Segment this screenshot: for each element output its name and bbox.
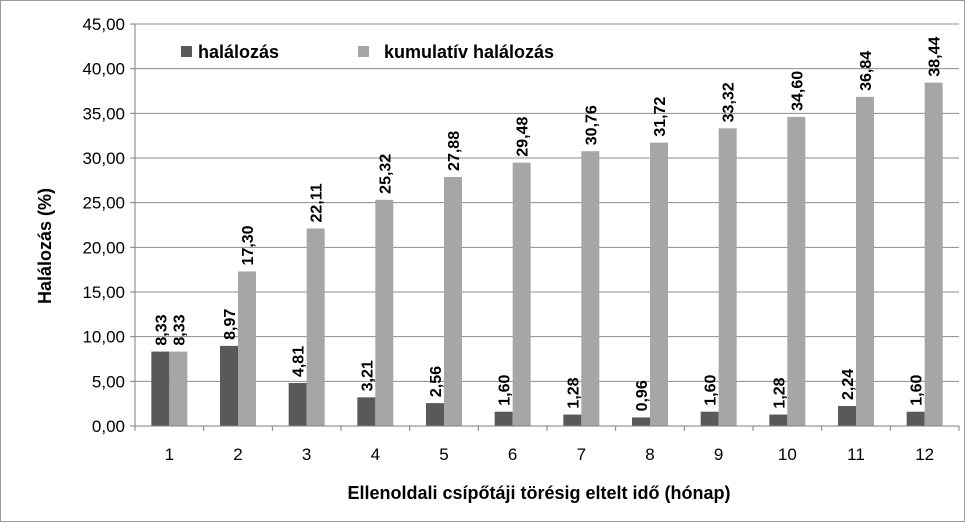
bar-halalozas bbox=[494, 411, 513, 426]
data-label-halalozas: 8,97 bbox=[222, 309, 239, 340]
y-tick-label: 30,00 bbox=[82, 149, 125, 168]
x-tick-label: 9 bbox=[714, 445, 723, 464]
x-tick-label: 10 bbox=[778, 445, 797, 464]
x-tick-label: 7 bbox=[577, 445, 586, 464]
data-label-halalozas: 2,56 bbox=[428, 366, 445, 397]
y-tick-labels: 0,00 5,00 10,00 15,00 20,00 25,00 30,00 35,00 40… bbox=[82, 15, 125, 436]
data-label-halalozas: 8,33 bbox=[153, 314, 170, 345]
x-tick-label: 11 bbox=[847, 445, 865, 464]
data-label-kumulativ: 33,32 bbox=[721, 82, 738, 122]
gridlines bbox=[135, 23, 959, 382]
bar-kumulativ bbox=[718, 128, 737, 426]
data-label-kumulativ: 17,30 bbox=[240, 225, 257, 265]
data-label-halalozas: 1,60 bbox=[703, 374, 720, 405]
legend-swatch-halalozas bbox=[181, 46, 192, 57]
x-tick-labels: 1 2 3 4 5 6 7 8 9 10 11 12 bbox=[165, 445, 935, 464]
x-tick-label: 4 bbox=[371, 445, 380, 464]
bar-kumulativ bbox=[856, 96, 874, 426]
x-tick-label: 5 bbox=[439, 445, 448, 464]
legend-label-kumulativ: kumulatív halálozás bbox=[384, 42, 554, 62]
x-axis-title: Ellenoldali csípőtáji törésig eltelt idő… bbox=[347, 483, 730, 503]
data-label-kumulativ: 25,32 bbox=[377, 154, 394, 194]
x-tick-label: 6 bbox=[508, 445, 517, 464]
bar-kumulativ bbox=[375, 199, 394, 426]
x-tick-label: 8 bbox=[645, 445, 654, 464]
bar-halalozas bbox=[838, 405, 856, 426]
y-axis-title: Halálozás (%) bbox=[35, 188, 55, 304]
bar-halalozas bbox=[220, 345, 238, 426]
bar-kumulativ bbox=[924, 82, 943, 427]
legend-swatch-kumulativ bbox=[358, 46, 369, 57]
data-label-kumulativ: 38,44 bbox=[927, 36, 944, 76]
y-tick-label: 45,00 bbox=[82, 15, 125, 34]
bar-kumulativ bbox=[581, 151, 600, 426]
bars bbox=[151, 82, 943, 427]
legend-label-halalozas: halálozás bbox=[198, 42, 279, 62]
data-label-halalozas: 4,81 bbox=[291, 346, 308, 377]
data-label-kumulativ: 30,76 bbox=[583, 105, 600, 145]
data-label-kumulativ: 27,88 bbox=[446, 131, 463, 171]
data-label-kumulativ: 36,84 bbox=[858, 51, 875, 91]
bar-halalozas bbox=[563, 414, 582, 426]
data-label-halalozas: 3,21 bbox=[359, 360, 376, 391]
data-label-halalozas: 0,96 bbox=[634, 380, 651, 411]
axes bbox=[130, 23, 960, 431]
x-tick-label: 3 bbox=[302, 445, 311, 464]
bar-kumulativ bbox=[650, 142, 668, 426]
bar-halalozas bbox=[769, 414, 788, 426]
bar-halalozas bbox=[632, 417, 650, 426]
bar-kumulativ bbox=[238, 271, 256, 426]
y-tick-label: 15,00 bbox=[82, 283, 125, 302]
x-tick-label: 12 bbox=[915, 445, 934, 464]
y-tick-label: 20,00 bbox=[82, 238, 125, 257]
bar-halalozas bbox=[357, 397, 376, 426]
x-tick-label: 2 bbox=[233, 445, 242, 464]
data-label-halalozas: 1,60 bbox=[497, 374, 514, 405]
y-tick-label: 35,00 bbox=[82, 104, 125, 123]
y-tick-label: 10,00 bbox=[82, 328, 125, 347]
bar-kumulativ bbox=[169, 351, 188, 426]
data-label-kumulativ: 31,72 bbox=[652, 96, 669, 136]
x-tick-label: 1 bbox=[165, 445, 174, 464]
bar-halalozas bbox=[426, 403, 444, 426]
data-label-kumulativ: 8,33 bbox=[171, 314, 188, 345]
bar-halalozas bbox=[151, 351, 170, 426]
bar-kumulativ bbox=[306, 228, 325, 426]
data-labels: 8,33 8,33 8,97 17,30 4,81 22,11 3,21 25,32 2,56 2… bbox=[153, 36, 943, 411]
y-tick-label: 0,00 bbox=[92, 417, 125, 436]
data-label-kumulativ: 29,48 bbox=[515, 117, 532, 157]
bar-halalozas bbox=[906, 411, 925, 426]
legend: halálozás kumulatív halálozás bbox=[181, 42, 554, 62]
data-label-kumulativ: 34,60 bbox=[789, 71, 806, 111]
y-tick-label: 5,00 bbox=[92, 372, 125, 391]
data-label-halalozas: 2,24 bbox=[840, 369, 857, 400]
bar-kumulativ bbox=[444, 176, 462, 426]
bar-kumulativ bbox=[512, 162, 531, 427]
y-tick-label: 40,00 bbox=[82, 60, 125, 79]
data-label-halalozas: 1,60 bbox=[909, 374, 926, 405]
data-label-halalozas: 1,28 bbox=[565, 377, 582, 408]
data-label-kumulativ: 22,11 bbox=[309, 183, 326, 222]
bar-halalozas bbox=[288, 383, 307, 426]
y-tick-label: 25,00 bbox=[82, 194, 125, 213]
bar-kumulativ bbox=[787, 116, 806, 426]
data-label-halalozas: 1,28 bbox=[771, 377, 788, 408]
bar-halalozas bbox=[700, 411, 719, 426]
